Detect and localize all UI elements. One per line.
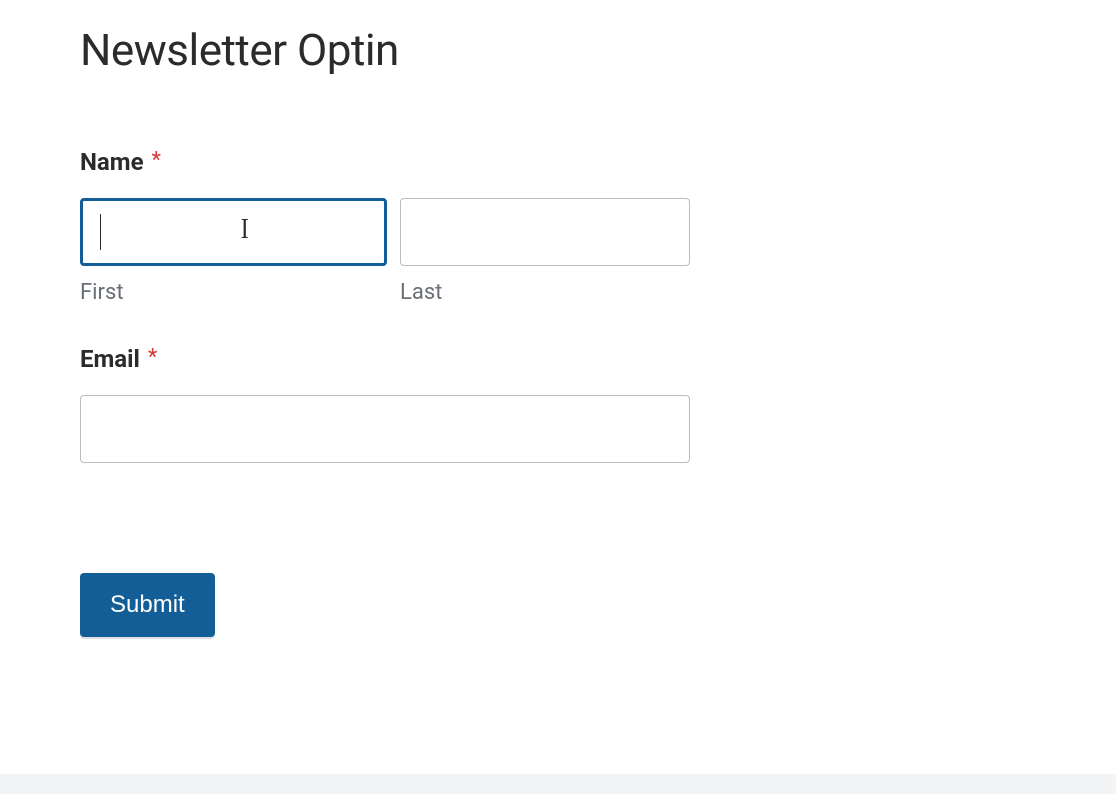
last-name-input[interactable] — [400, 198, 690, 266]
first-name-sublabel: First — [80, 280, 370, 305]
name-label: Name — [80, 148, 144, 176]
required-asterisk-icon: * — [148, 345, 157, 370]
name-field-group: Name * I First Last — [80, 148, 1036, 305]
submit-button[interactable]: Submit — [80, 573, 215, 637]
name-label-row: Name * — [80, 148, 1036, 198]
email-input[interactable] — [80, 395, 690, 463]
text-caret-icon — [100, 214, 101, 250]
email-label: Email — [80, 345, 140, 373]
first-name-input[interactable] — [80, 198, 387, 266]
required-asterisk-icon: * — [152, 148, 161, 173]
footer-strip — [0, 774, 1116, 794]
first-name-input-wrap: I — [80, 198, 370, 266]
email-field-group: Email * — [80, 345, 1036, 463]
last-name-sublabel: Last — [400, 280, 690, 305]
name-inputs-row: I First Last — [80, 198, 1036, 305]
email-label-row: Email * — [80, 345, 1036, 395]
form-page: Newsletter Optin Name * I First Last Ema… — [0, 0, 1116, 637]
first-name-column: I First — [80, 198, 370, 305]
page-title: Newsletter Optin — [80, 24, 1036, 76]
last-name-column: Last — [400, 198, 690, 305]
